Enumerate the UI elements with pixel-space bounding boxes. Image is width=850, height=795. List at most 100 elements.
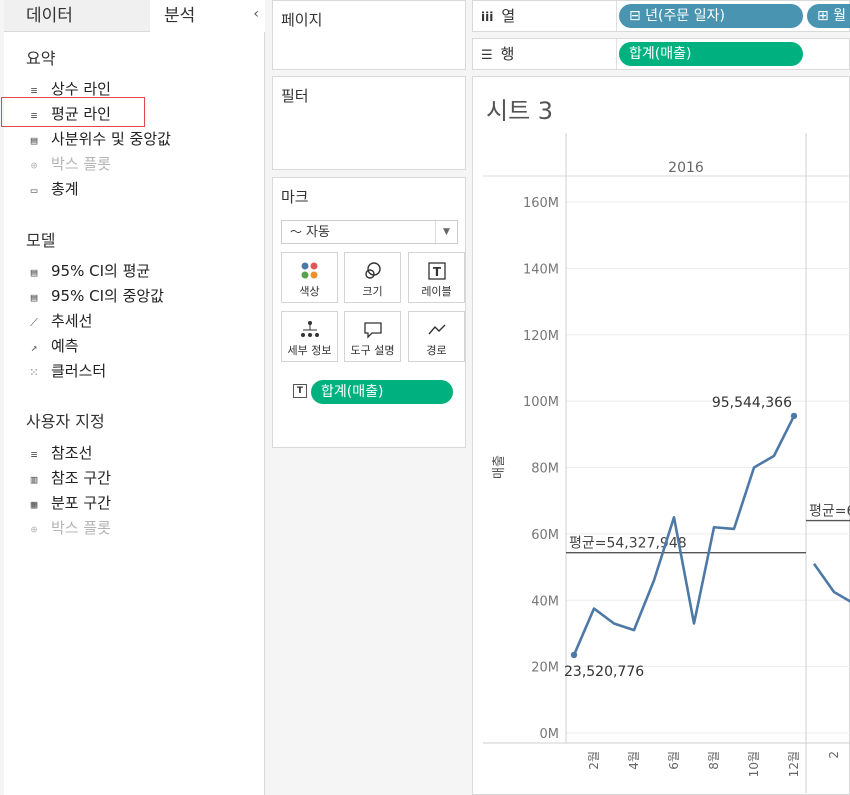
model-item[interactable]: ↗ 예측 xyxy=(26,335,79,357)
label-field-pill[interactable]: 합계(매출) xyxy=(311,380,453,404)
section-custom-heading: 사용자 지정 xyxy=(26,412,105,431)
y-tick-label: 40M xyxy=(531,594,559,609)
y-tick-label: 140M xyxy=(523,262,559,277)
model-item-label: 95% CI의 평균 xyxy=(51,262,151,280)
rows-shelf: ☰ 행 합계(매출) xyxy=(472,38,850,70)
custom-item-label: 참조 구간 xyxy=(51,469,111,487)
columns-shelf: iii 열 ⊟ 년(주문 일자) ⊞ 월 xyxy=(472,0,850,32)
path-button[interactable]: 경로 xyxy=(408,311,465,362)
detail-button[interactable]: 세부 정보 xyxy=(281,311,338,362)
filters-shelf[interactable]: 필터 xyxy=(272,76,466,170)
summary-item[interactable]: ≡ 평균 라인 xyxy=(26,103,111,125)
model-item-label: 추세선 xyxy=(51,312,93,330)
label-icon: T xyxy=(409,261,464,281)
x-tick-label: 8월 xyxy=(707,751,721,770)
y-tick-label: 20M xyxy=(531,661,559,676)
sheet-title: 시트 3 xyxy=(486,97,554,125)
y-tick-label: 100M xyxy=(523,395,559,410)
model-item-icon: ⟋ xyxy=(30,316,38,329)
size-icon xyxy=(345,261,400,281)
marks-card: 마크 〜 자동 ▼ 색상 크기 T 레이블 세부 정보 xyxy=(272,177,466,448)
label-label: 레이블 xyxy=(421,285,452,298)
year-header: 2016 xyxy=(668,160,704,176)
mark-type-value: 자동 xyxy=(306,225,330,240)
custom-item-icon: ▦ xyxy=(30,498,38,511)
color-label: 색상 xyxy=(299,285,320,298)
size-button[interactable]: 크기 xyxy=(344,252,401,303)
summary-item-icon: ⊕ xyxy=(30,159,38,172)
rows-shelf-label: ☰ 행 xyxy=(481,45,515,63)
x-tick-label: 10월 xyxy=(747,751,761,777)
summary-item-icon: ≡ xyxy=(30,109,38,122)
custom-item-label: 참조선 xyxy=(51,444,93,462)
analytics-pane: 데이터 분석 ‹ 요약 ≡ 상수 라인 ≡ 평균 라인 ▤ 사분위수 및 중앙값 ⊕ 박스 플… xyxy=(1,0,265,795)
model-item-label: 95% CI의 중앙값 xyxy=(51,287,164,305)
shelf-divider xyxy=(616,39,617,69)
shelf-divider xyxy=(616,1,617,31)
series-line xyxy=(812,562,850,603)
model-item[interactable]: ⟋ 추세선 xyxy=(26,310,92,332)
model-item-label: 예측 xyxy=(51,337,79,355)
section-model-heading: 모델 xyxy=(26,231,56,250)
x-tick-label: 4월 xyxy=(627,751,641,770)
series-line xyxy=(572,415,796,656)
x-tick-label: 2 xyxy=(827,751,841,759)
selected-item-highlight xyxy=(1,97,145,127)
pages-label: 페이지 xyxy=(281,11,323,29)
tooltip-button[interactable]: 도구 설명 xyxy=(344,311,401,362)
pages-shelf[interactable]: 페이지 xyxy=(272,0,466,70)
model-item-icon: ▤ xyxy=(30,266,38,279)
line-mark-icon: 〜 xyxy=(290,225,303,239)
month-order-date-pill[interactable]: ⊞ 월 xyxy=(807,4,850,28)
columns-icon: iii xyxy=(481,10,494,24)
detail-icon xyxy=(282,320,337,340)
color-icon xyxy=(282,261,337,281)
custom-item-label: 분포 구간 xyxy=(51,494,111,512)
summary-item[interactable]: ▭ 총계 xyxy=(26,178,79,200)
y-tick-label: 120M xyxy=(523,329,559,344)
model-item-icon: ↗ xyxy=(30,341,38,354)
custom-item[interactable]: ⊕ 박스 플롯 xyxy=(26,517,111,539)
label-button[interactable]: T 레이블 xyxy=(408,252,465,303)
custom-item[interactable]: ▦ 분포 구간 xyxy=(26,492,111,514)
summary-item-icon: ▭ xyxy=(30,184,38,197)
tooltip-icon xyxy=(345,320,400,340)
y-tick-label: 0M xyxy=(540,727,560,742)
summary-item-label: 총계 xyxy=(51,180,79,198)
custom-item-icon: ▥ xyxy=(30,473,38,486)
x-tick-label: 12월 xyxy=(787,751,801,777)
summary-item[interactable]: ⊕ 박스 플롯 xyxy=(26,153,111,175)
model-item[interactable]: ▤ 95% CI의 평균 xyxy=(26,260,151,282)
tab-data[interactable]: 데이터 xyxy=(4,0,150,32)
filters-label: 필터 xyxy=(281,87,309,105)
path-label: 경로 xyxy=(426,344,447,357)
line-chart[interactable]: 0M 20M 40M 60M 80M 100M 120M 140M 160M 매출 2016 평균=5… xyxy=(473,77,850,795)
mark-type-dropdown[interactable]: 〜 자동 ▼ xyxy=(281,220,458,244)
model-item[interactable]: ⁙ 클러스터 xyxy=(26,360,106,382)
summary-item[interactable]: ≡ 상수 라인 xyxy=(26,78,111,100)
side-tabs: 데이터 분석 ‹ xyxy=(4,0,265,32)
tooltip-label: 도구 설명 xyxy=(350,344,395,357)
custom-item[interactable]: ▥ 참조 구간 xyxy=(26,467,111,489)
model-item-label: 클러스터 xyxy=(51,362,107,380)
svg-text:T: T xyxy=(432,265,441,279)
path-icon xyxy=(409,320,464,340)
summary-item-label: 사분위수 및 중앙값 xyxy=(51,130,171,148)
summary-item-label: 박스 플롯 xyxy=(51,155,111,173)
year-order-date-pill[interactable]: ⊟ 년(주문 일자) xyxy=(619,4,803,28)
collapse-pane-icon[interactable]: ‹ xyxy=(253,6,259,22)
marks-title: 마크 xyxy=(281,188,309,206)
tab-analysis[interactable]: 분석 xyxy=(150,0,265,32)
model-item[interactable]: ▤ 95% CI의 중앙값 xyxy=(26,285,164,307)
sum-sales-pill[interactable]: 합계(매출) xyxy=(619,42,803,66)
color-button[interactable]: 색상 xyxy=(281,252,338,303)
section-summary-heading: 요약 xyxy=(26,49,56,68)
summary-item-label: 평균 라인 xyxy=(51,105,111,123)
size-label: 크기 xyxy=(362,285,383,298)
x-tick-label: 6월 xyxy=(667,751,681,770)
summary-item-icon: ▤ xyxy=(30,134,38,147)
summary-item-icon: ≡ xyxy=(30,84,38,97)
summary-item[interactable]: ▤ 사분위수 및 중앙값 xyxy=(26,128,171,150)
worksheet-view: 시트 3 0M 20M 40M 60M 80M 100M 120M 140M 160M 매출 201… xyxy=(472,76,850,795)
custom-item[interactable]: ≡ 참조선 xyxy=(26,442,93,464)
